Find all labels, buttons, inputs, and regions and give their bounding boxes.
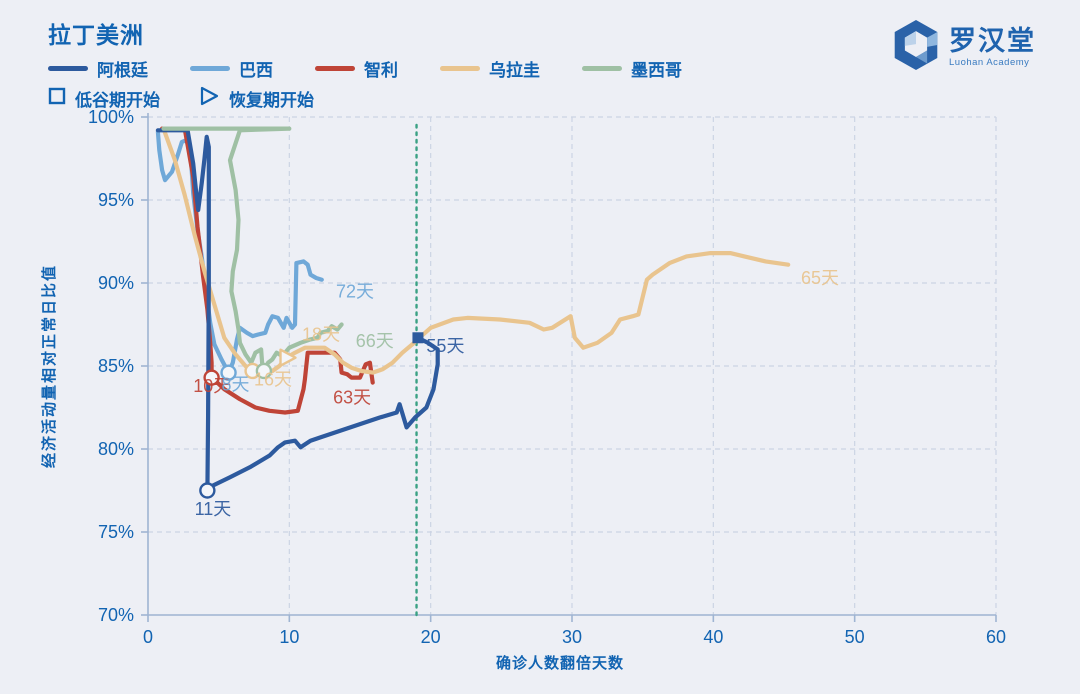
x-tick-label: 20 xyxy=(421,627,441,647)
legend-label-chile: 智利 xyxy=(364,61,398,80)
mexico-line-swatch xyxy=(582,66,622,71)
recovery-marker-乌拉圭 xyxy=(279,348,297,367)
x-tick-label: 10 xyxy=(279,627,299,647)
logo-subtitle: Luohan Academy xyxy=(949,56,1030,68)
legend-item-recovery-start: 恢复期开始 xyxy=(198,86,314,111)
legend-item-trough-start: 低谷期开始 xyxy=(48,86,160,111)
legend-label-uruguay: 乌拉圭 xyxy=(489,61,540,80)
data-label-11天: 11天 xyxy=(195,499,232,519)
data-label-63天: 63天 xyxy=(333,388,371,408)
uruguay-line-swatch xyxy=(440,66,480,71)
x-tick-label: 30 xyxy=(562,627,582,647)
data-label-55天: 55天 xyxy=(426,336,464,356)
data-label-66天: 66天 xyxy=(356,331,394,351)
legend-item-argentina: 阿根廷 xyxy=(48,56,148,81)
trough-marker-巴西 xyxy=(220,364,237,381)
series-line-巴西 xyxy=(155,129,324,375)
y-tick-label: 90% xyxy=(98,273,134,293)
data-label-16天: 16天 xyxy=(254,369,292,389)
trough-start-square-icon xyxy=(48,87,66,110)
y-tick-label: 75% xyxy=(98,522,134,542)
trough-marker-智利 xyxy=(203,369,220,386)
y-tick-label: 80% xyxy=(98,439,134,459)
legend-item-brazil: 巴西 xyxy=(190,56,273,81)
data-label-10天: 10天 xyxy=(193,376,231,396)
data-label-8天: 8天 xyxy=(221,374,249,394)
legend-label-brazil: 巴西 xyxy=(239,61,273,80)
page-title: 拉丁美洲 xyxy=(48,22,144,48)
data-label-65天: 65天 xyxy=(801,268,839,288)
trough-marker-墨西哥 xyxy=(255,362,273,380)
x-tick-label: 50 xyxy=(845,627,865,647)
legend-label-recovery-start: 恢复期开始 xyxy=(229,91,314,110)
x-tick-label: 60 xyxy=(986,627,1006,647)
x-axis-title: 确诊人数翻倍天数 xyxy=(496,654,624,672)
argentina-line-swatch xyxy=(48,66,88,71)
logo-text: 罗汉堂 Luohan Academy xyxy=(949,25,1036,68)
recovery-start-triangle-icon xyxy=(198,86,220,111)
legend-label-mexico: 墨西哥 xyxy=(631,61,682,80)
y-tick-label: 100% xyxy=(88,107,134,127)
y-axis-title: 经济活动量相对正常日比值 xyxy=(40,264,58,468)
legend-markers: 低谷期开始 恢复期开始 xyxy=(48,86,314,111)
legend-item-mexico: 墨西哥 xyxy=(582,56,682,81)
y-tick-label: 85% xyxy=(98,356,134,376)
chile-line-swatch xyxy=(315,66,355,71)
y-tick-label: 95% xyxy=(98,190,134,210)
series-line-墨西哥 xyxy=(161,126,344,374)
logo-name: 罗汉堂 xyxy=(949,25,1036,56)
logo: 罗汉堂 Luohan Academy xyxy=(891,18,1036,77)
legend-label-argentina: 阿根廷 xyxy=(97,61,148,80)
brazil-line-swatch xyxy=(190,66,230,71)
x-tick-label: 0 xyxy=(143,627,153,647)
trough-marker-阿根廷 xyxy=(199,482,216,499)
legend-item-uruguay: 乌拉圭 xyxy=(440,56,540,81)
x-tick-label: 40 xyxy=(703,627,723,647)
legend-item-chile: 智利 xyxy=(315,56,398,81)
legend-series: 阿根廷 巴西 智利 乌拉圭 墨西哥 xyxy=(48,56,682,81)
legend-label-trough-start: 低谷期开始 xyxy=(75,91,160,110)
data-label-72天: 72天 xyxy=(336,281,374,301)
luohan-academy-logo-icon xyxy=(891,18,941,77)
y-tick-label: 70% xyxy=(98,605,134,625)
end-marker-阿根廷 xyxy=(412,332,424,344)
series-line-阿根廷 xyxy=(155,128,440,493)
series-line-智利 xyxy=(160,126,375,415)
data-label-18天: 18天 xyxy=(302,324,340,344)
